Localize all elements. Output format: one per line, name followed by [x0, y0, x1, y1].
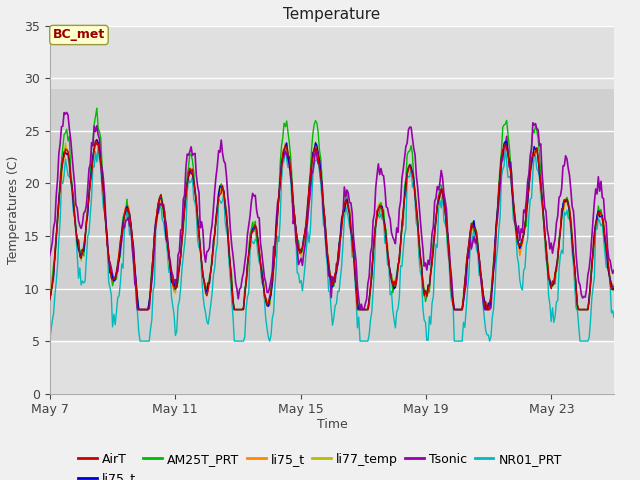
NR01_PRT	[564, 215, 572, 221]
Bar	[50, 89, 614, 341]
li75_t	[610, 286, 618, 291]
AM25T_PRT	[89, 137, 97, 143]
li75_t	[89, 153, 97, 158]
AM25T_PRT	[483, 307, 491, 312]
li77_temp	[89, 152, 97, 157]
li75_t_o	[495, 191, 502, 196]
AM25T_PRT	[495, 182, 502, 188]
li75_t_o	[46, 294, 54, 300]
Tsonic	[46, 252, 54, 258]
AirT	[92, 138, 99, 144]
AirT	[376, 202, 383, 208]
li75_t_o	[376, 200, 383, 206]
li75_t_o	[440, 200, 447, 205]
AirT	[135, 307, 143, 312]
li77_temp	[440, 194, 447, 200]
li75_t_o	[610, 287, 618, 292]
Legend: AirT, li75_t, AM25T_PRT, li75_t, li77_temp, Tsonic, NR01_PRT: AirT, li75_t, AM25T_PRT, li75_t, li77_te…	[73, 448, 567, 480]
li77_temp	[46, 296, 54, 301]
Title: Temperature: Temperature	[284, 7, 381, 22]
li77_temp	[135, 307, 143, 312]
Tsonic	[610, 267, 618, 273]
Line: NR01_PRT: NR01_PRT	[50, 145, 614, 341]
li75_t_o	[566, 208, 573, 214]
NR01_PRT	[89, 163, 97, 169]
AM25T_PRT	[440, 193, 447, 199]
Tsonic	[483, 307, 491, 312]
NR01_PRT	[438, 187, 446, 193]
li75_t	[46, 297, 54, 303]
Y-axis label: Temperatures (C): Temperatures (C)	[7, 156, 20, 264]
li77_temp	[610, 288, 618, 294]
AirT	[46, 296, 54, 302]
li77_temp	[483, 307, 491, 312]
AirT	[495, 185, 502, 191]
Tsonic	[495, 199, 502, 205]
NR01_PRT	[482, 328, 490, 334]
Line: li75_t_o: li75_t_o	[50, 142, 614, 310]
li75_t	[376, 204, 383, 210]
AirT	[610, 284, 618, 289]
AM25T_PRT	[610, 287, 618, 292]
Tsonic	[566, 173, 573, 179]
li75_t	[566, 209, 573, 215]
AirT	[440, 201, 447, 207]
li77_temp	[566, 205, 573, 211]
li77_temp	[376, 203, 383, 209]
AirT	[89, 157, 97, 163]
li75_t	[440, 198, 447, 204]
li77_temp	[93, 136, 100, 142]
li75_t_o	[94, 139, 102, 144]
li75_t	[495, 190, 502, 196]
NR01_PRT	[282, 143, 289, 148]
AM25T_PRT	[566, 216, 573, 222]
Tsonic	[376, 172, 383, 178]
Line: AirT: AirT	[50, 141, 614, 310]
AM25T_PRT	[46, 292, 54, 298]
Line: li75_t: li75_t	[50, 140, 614, 310]
li75_t_o	[483, 307, 491, 312]
NR01_PRT	[610, 315, 618, 321]
Text: BC_met: BC_met	[53, 28, 105, 41]
li75_t_o	[89, 156, 97, 162]
NR01_PRT	[374, 212, 382, 217]
X-axis label: Time: Time	[317, 418, 348, 431]
AirT	[483, 307, 491, 312]
AM25T_PRT	[135, 307, 143, 312]
li77_temp	[495, 189, 502, 195]
Tsonic	[63, 109, 70, 115]
Line: li77_temp: li77_temp	[50, 139, 614, 310]
AM25T_PRT	[93, 105, 100, 111]
Line: Tsonic: Tsonic	[50, 112, 614, 310]
li75_t	[135, 307, 143, 312]
AirT	[566, 206, 573, 212]
Line: AM25T_PRT: AM25T_PRT	[50, 108, 614, 310]
Tsonic	[440, 190, 447, 195]
AM25T_PRT	[376, 209, 383, 215]
NR01_PRT	[493, 246, 501, 252]
li75_t_o	[135, 307, 143, 312]
Tsonic	[134, 307, 141, 312]
li75_t	[483, 307, 491, 312]
li75_t	[93, 137, 100, 143]
Tsonic	[90, 123, 98, 129]
NR01_PRT	[46, 338, 54, 344]
